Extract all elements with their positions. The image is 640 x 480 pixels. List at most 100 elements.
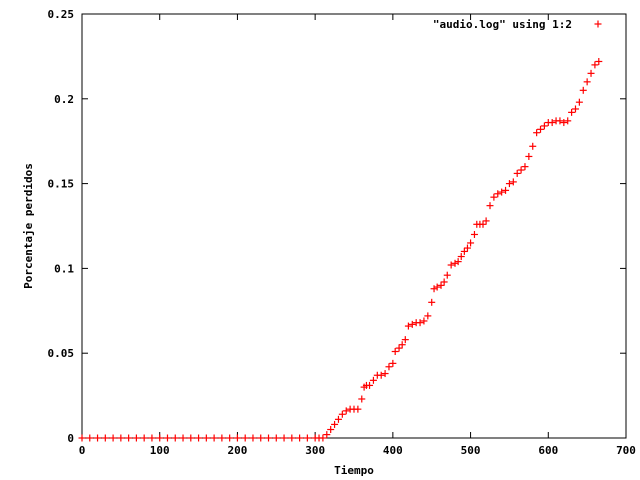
data-point xyxy=(463,244,471,252)
data-point xyxy=(140,434,148,442)
data-point xyxy=(479,220,487,228)
data-point xyxy=(296,434,304,442)
y-tick-label: 0.15 xyxy=(48,178,75,191)
data-point xyxy=(467,239,475,247)
series-points xyxy=(78,57,603,442)
data-point xyxy=(451,259,459,267)
data-point xyxy=(568,108,576,116)
data-point xyxy=(430,285,438,293)
y-tick-label: 0.25 xyxy=(48,8,75,21)
data-point xyxy=(494,190,502,198)
data-point xyxy=(109,434,117,442)
data-point xyxy=(342,407,350,415)
data-point xyxy=(202,434,210,442)
data-point xyxy=(486,202,494,210)
data-point xyxy=(521,163,529,171)
y-tick-label: 0.05 xyxy=(48,347,75,360)
data-point xyxy=(280,434,288,442)
data-point xyxy=(416,319,424,327)
data-point xyxy=(587,69,595,77)
x-axis-ticks: 0 100 200 300 400 500 600 700 xyxy=(79,14,636,457)
x-tick-label: 700 xyxy=(616,444,636,457)
data-point xyxy=(540,122,548,130)
x-tick-label: 200 xyxy=(227,444,247,457)
data-point xyxy=(457,253,465,261)
data-point xyxy=(163,434,171,442)
data-point xyxy=(571,105,579,113)
data-point xyxy=(265,434,273,442)
data-point xyxy=(529,142,537,150)
data-point xyxy=(579,86,587,94)
data-point xyxy=(179,434,187,442)
data-point xyxy=(401,336,409,344)
data-point xyxy=(94,434,102,442)
x-tick-label: 500 xyxy=(461,444,481,457)
data-point xyxy=(241,434,249,442)
data-point xyxy=(404,322,412,330)
data-point xyxy=(156,434,164,442)
y-tick-label: 0.2 xyxy=(54,93,74,106)
data-point xyxy=(148,434,156,442)
data-point xyxy=(233,434,241,442)
data-point xyxy=(272,434,280,442)
data-point xyxy=(533,129,541,137)
data-point xyxy=(537,125,545,133)
data-point xyxy=(556,117,564,125)
data-point xyxy=(564,117,572,125)
data-point xyxy=(132,434,140,442)
legend: "audio.log" using 1:2 xyxy=(433,18,602,31)
x-tick-label: 0 xyxy=(79,444,86,457)
data-point xyxy=(257,434,265,442)
data-point xyxy=(389,359,397,367)
data-point xyxy=(117,434,125,442)
data-point xyxy=(101,434,109,442)
data-point xyxy=(470,230,478,238)
y-tick-label: 0.1 xyxy=(54,262,74,275)
data-point xyxy=(377,371,385,379)
x-tick-label: 400 xyxy=(383,444,403,457)
data-point xyxy=(591,61,599,69)
legend-label: "audio.log" using 1:2 xyxy=(433,18,572,31)
data-point xyxy=(331,420,339,428)
data-point xyxy=(171,434,179,442)
data-point xyxy=(433,283,441,291)
data-point xyxy=(288,434,296,442)
data-point xyxy=(334,415,342,423)
data-point xyxy=(428,298,436,306)
data-point xyxy=(560,119,568,127)
x-axis-label: Tiempo xyxy=(334,464,374,477)
data-point xyxy=(358,395,366,403)
data-point xyxy=(398,341,406,349)
data-point xyxy=(366,381,374,389)
data-point xyxy=(502,186,510,194)
data-point xyxy=(595,57,603,65)
y-tick-label: 0 xyxy=(67,432,74,445)
data-point xyxy=(424,312,432,320)
x-tick-label: 600 xyxy=(538,444,558,457)
data-point xyxy=(369,376,377,384)
data-point xyxy=(381,370,389,378)
x-tick-label: 100 xyxy=(150,444,170,457)
data-point xyxy=(354,405,362,413)
data-point xyxy=(78,434,86,442)
data-point xyxy=(125,434,133,442)
data-point xyxy=(440,278,448,286)
data-point xyxy=(583,78,591,86)
data-point xyxy=(505,180,513,188)
data-point xyxy=(447,261,455,269)
data-point xyxy=(86,434,94,442)
data-point xyxy=(195,434,203,442)
data-point xyxy=(408,320,416,328)
data-point xyxy=(327,426,335,434)
data-point xyxy=(482,217,490,225)
data-point xyxy=(249,434,257,442)
data-point xyxy=(525,152,533,160)
data-point xyxy=(218,434,226,442)
data-point xyxy=(323,431,331,439)
legend-marker xyxy=(594,20,602,28)
data-point xyxy=(420,317,428,325)
y-axis-ticks: 0 0.05 0.1 0.15 0.2 0.25 xyxy=(48,8,626,445)
data-point xyxy=(385,363,393,371)
x-tick-label: 300 xyxy=(305,444,325,457)
